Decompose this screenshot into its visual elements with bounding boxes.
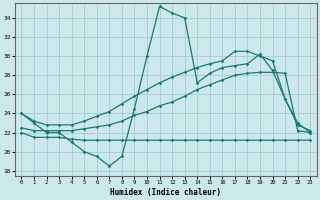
X-axis label: Humidex (Indice chaleur): Humidex (Indice chaleur) xyxy=(110,188,221,197)
